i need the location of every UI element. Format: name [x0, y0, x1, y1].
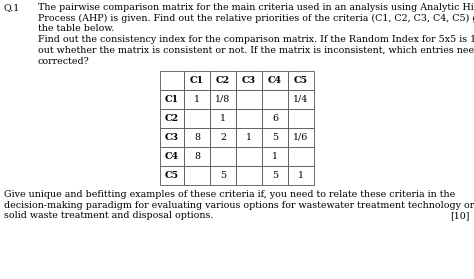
Text: C4: C4 — [165, 152, 179, 161]
Bar — [210, 71, 236, 90]
Text: C4: C4 — [268, 76, 282, 85]
Text: 8: 8 — [194, 152, 200, 161]
Bar — [184, 90, 210, 109]
Text: 2: 2 — [220, 133, 226, 142]
Bar — [210, 90, 236, 109]
Bar — [160, 166, 184, 185]
Text: corrected?: corrected? — [38, 57, 90, 66]
Text: 1/4: 1/4 — [293, 95, 309, 104]
Bar — [210, 109, 236, 128]
Text: C2: C2 — [216, 76, 230, 85]
Text: Find out the consistency index for the comparison matrix. If the Random Index fo: Find out the consistency index for the c… — [38, 35, 474, 44]
Text: C3: C3 — [165, 133, 179, 142]
Bar — [160, 147, 184, 166]
Text: solid waste treatment and disposal options.: solid waste treatment and disposal optio… — [4, 211, 213, 220]
Bar — [288, 147, 314, 166]
Bar — [210, 166, 236, 185]
Bar — [160, 71, 184, 90]
Text: [10]: [10] — [450, 211, 470, 220]
Text: C1: C1 — [190, 76, 204, 85]
Text: 1: 1 — [272, 152, 278, 161]
Text: 1: 1 — [298, 171, 304, 180]
Text: C1: C1 — [165, 95, 179, 104]
Text: C3: C3 — [242, 76, 256, 85]
Bar — [184, 166, 210, 185]
Text: The pairwise comparison matrix for the main criteria used in an analysis using A: The pairwise comparison matrix for the m… — [38, 3, 474, 12]
Text: 1/8: 1/8 — [215, 95, 231, 104]
Bar — [288, 71, 314, 90]
Bar — [184, 128, 210, 147]
Bar — [160, 128, 184, 147]
Text: 5: 5 — [272, 133, 278, 142]
Text: 5: 5 — [272, 171, 278, 180]
Text: C5: C5 — [294, 76, 308, 85]
Text: 6: 6 — [272, 114, 278, 123]
Bar — [236, 128, 262, 147]
Bar — [184, 109, 210, 128]
Bar — [262, 71, 288, 90]
Text: 8: 8 — [194, 133, 200, 142]
Bar — [236, 147, 262, 166]
Bar — [160, 90, 184, 109]
Text: 1: 1 — [194, 95, 200, 104]
Bar — [210, 128, 236, 147]
Bar — [262, 166, 288, 185]
Bar — [160, 109, 184, 128]
Text: C5: C5 — [165, 171, 179, 180]
Text: Give unique and befitting examples of these criteria if, you need to relate thes: Give unique and befitting examples of th… — [4, 190, 455, 199]
Text: 1: 1 — [220, 114, 226, 123]
Text: 5: 5 — [220, 171, 226, 180]
Bar — [184, 71, 210, 90]
Text: 1: 1 — [246, 133, 252, 142]
Text: the table below.: the table below. — [38, 24, 114, 33]
Bar — [262, 109, 288, 128]
Bar — [236, 90, 262, 109]
Bar — [210, 147, 236, 166]
Bar — [262, 128, 288, 147]
Bar — [236, 166, 262, 185]
Text: Process (AHP) is given. Find out the relative priorities of the criteria (C1, C2: Process (AHP) is given. Find out the rel… — [38, 13, 474, 23]
Bar — [262, 90, 288, 109]
Text: out whether the matrix is consistent or not. If the matrix is inconsistent, whic: out whether the matrix is consistent or … — [38, 46, 474, 55]
Text: decision-making paradigm for evaluating various options for wastewater treatment: decision-making paradigm for evaluating … — [4, 201, 474, 210]
Text: Q.1: Q.1 — [4, 3, 20, 12]
Bar — [184, 147, 210, 166]
Bar — [288, 128, 314, 147]
Text: C2: C2 — [165, 114, 179, 123]
Bar — [236, 71, 262, 90]
Bar — [236, 109, 262, 128]
Bar — [288, 166, 314, 185]
Text: 1/6: 1/6 — [293, 133, 309, 142]
Bar — [288, 109, 314, 128]
Bar — [262, 147, 288, 166]
Bar — [288, 90, 314, 109]
